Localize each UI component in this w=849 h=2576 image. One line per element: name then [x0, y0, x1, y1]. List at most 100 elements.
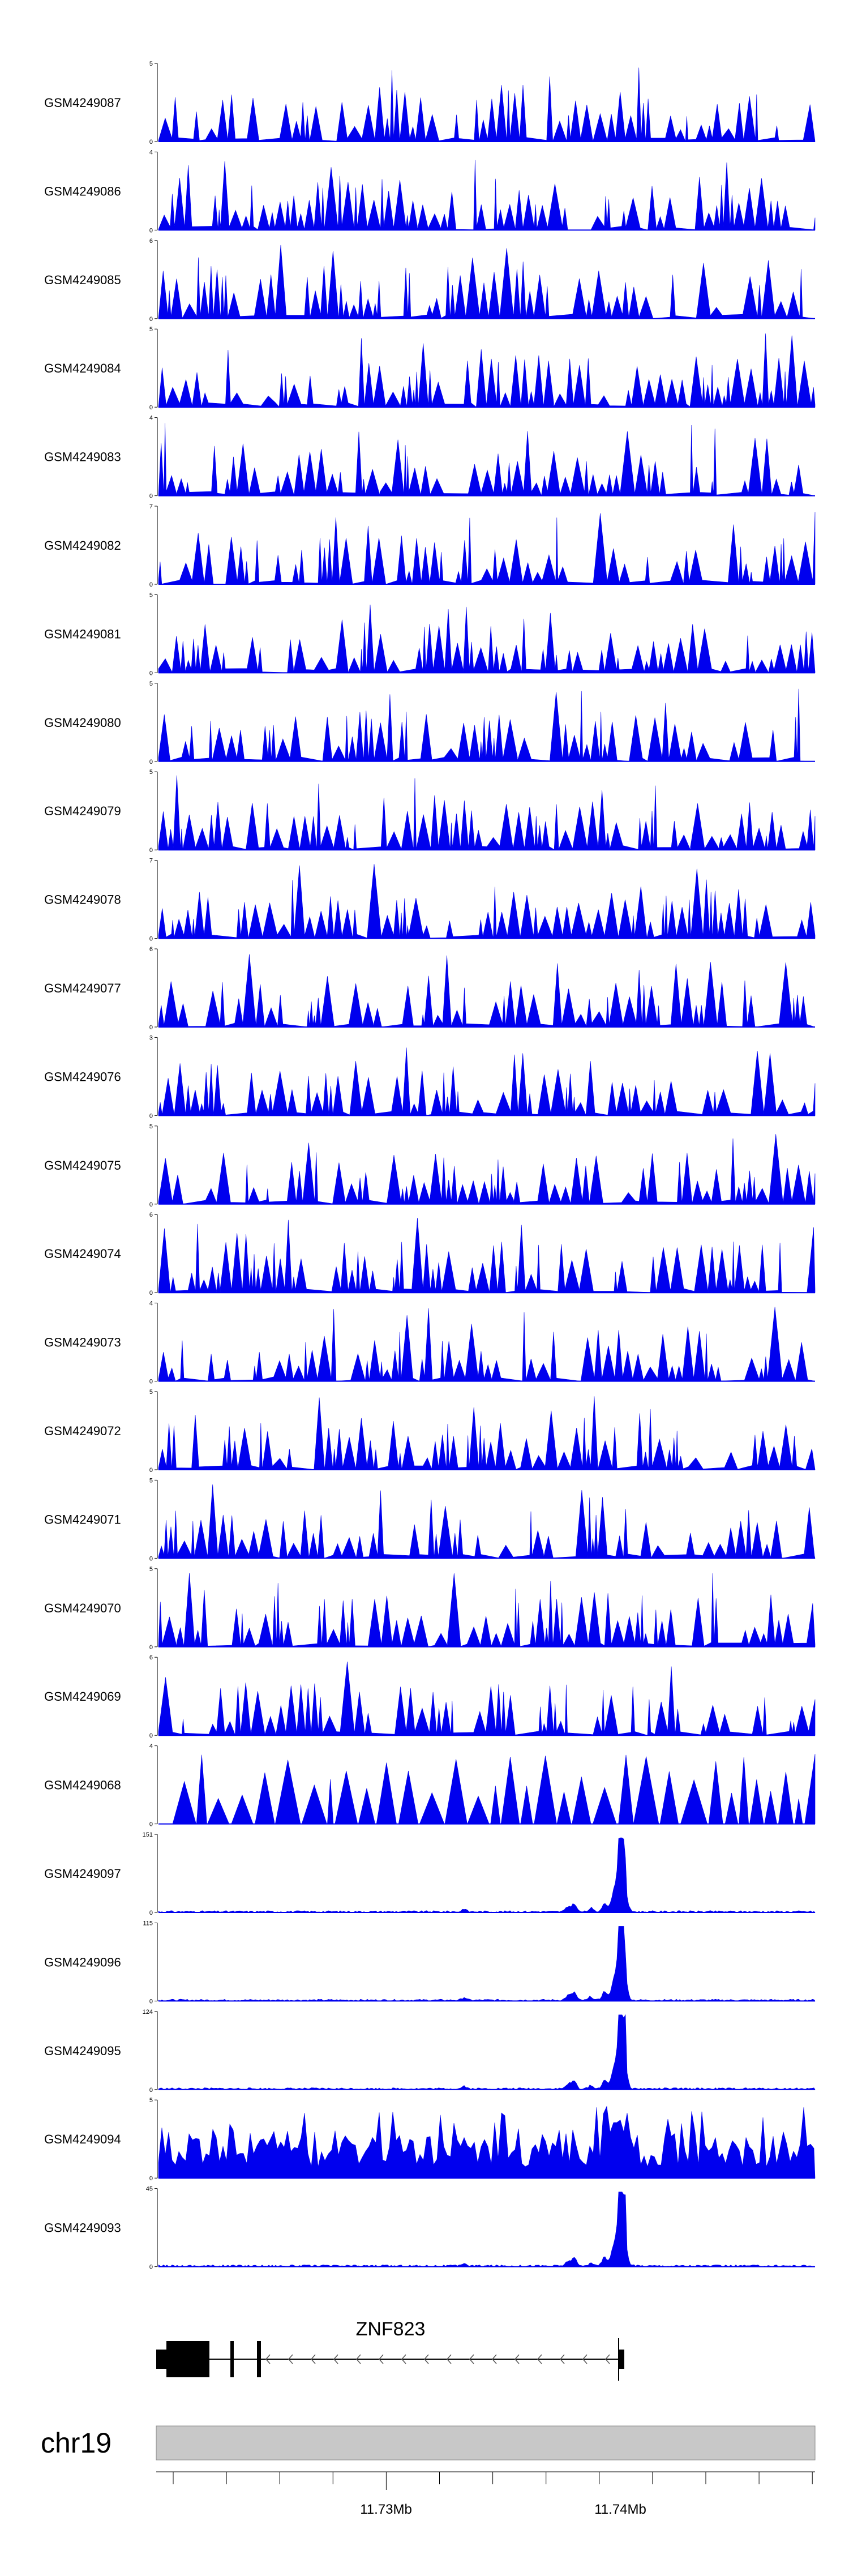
y-min-label: 0 [149, 2264, 153, 2271]
y-min-label: 0 [149, 759, 153, 765]
exon-block-large [166, 2341, 209, 2377]
y-min-label: 0 [149, 1201, 153, 1208]
y-max-label: 115 [143, 1920, 153, 1927]
signal-area [158, 1837, 816, 1913]
y-max-label: 5 [149, 1389, 153, 1396]
y-max-label: 124 [143, 2009, 153, 2016]
y-max-label: 4 [149, 149, 153, 156]
y-max-label: 45 [146, 2186, 153, 2193]
y-min-label: 0 [149, 227, 153, 234]
signal-area [158, 2192, 816, 2267]
track-gsm4249072: GSM4249072 5 0 [44, 1389, 816, 1474]
track-gsm4249084: GSM4249084 5 0 [44, 326, 816, 411]
track-gsm4249069: GSM4249069 6 0 [44, 1654, 816, 1739]
y-max-label: 4 [149, 1743, 153, 1750]
chevron-left-icon [605, 2354, 610, 2364]
track-name-label: GSM4249076 [44, 1069, 121, 1084]
chevron-left-icon [288, 2354, 293, 2364]
chevron-left-icon [379, 2354, 384, 2364]
signal-area [158, 1047, 816, 1116]
track-gsm4249073: GSM4249073 4 0 [44, 1300, 816, 1385]
track-name-label: GSM4249096 [44, 1955, 121, 1969]
track-name-label: GSM4249075 [44, 1158, 121, 1173]
track-name-label: GSM4249093 [44, 2221, 121, 2235]
signal-area [158, 1661, 816, 1736]
y-min-label: 0 [149, 936, 153, 943]
y-min-label: 0 [149, 316, 153, 323]
track-name-label: GSM4249081 [44, 627, 121, 641]
signal-area [158, 1484, 816, 1559]
track-name-label: GSM4249078 [44, 893, 121, 907]
track-name-label: GSM4249071 [44, 1512, 121, 1526]
track-name-label: GSM4249082 [44, 538, 121, 553]
signal-area [158, 954, 816, 1028]
track-gsm4249081: GSM4249081 5 0 [44, 592, 816, 677]
chevron-left-icon [447, 2354, 452, 2364]
signal-area [158, 333, 816, 408]
intron-direction-chevrons [265, 2354, 610, 2364]
gene-label: ZNF823 [356, 2318, 426, 2340]
y-min-label: 0 [149, 1732, 153, 1739]
signal-area [158, 864, 816, 939]
y-max-label: 5 [149, 592, 153, 598]
track-gsm4249068: GSM4249068 4 0 [44, 1743, 816, 1828]
track-gsm4249080: GSM4249080 5 0 [44, 681, 816, 765]
y-max-label: 4 [149, 1300, 153, 1307]
signal-area [158, 160, 816, 230]
y-min-label: 0 [149, 1379, 153, 1385]
signal-area [158, 1573, 816, 1648]
signal-area [158, 1396, 816, 1470]
y-min-label: 0 [149, 1290, 153, 1296]
signal-area [158, 2106, 816, 2179]
track-gsm4249078: GSM4249078 7 0 [44, 858, 816, 943]
track-gsm4249093: GSM4249093 45 0 [44, 2186, 816, 2271]
exon-block-thin-1 [230, 2341, 234, 2377]
y-max-label: 5 [149, 1477, 153, 1484]
y-max-label: 7 [149, 858, 153, 865]
y-min-label: 0 [149, 2175, 153, 2182]
y-min-label: 0 [149, 670, 153, 677]
track-gsm4249087: GSM4249087 5 0 [44, 61, 816, 146]
signal-area [158, 1218, 816, 1293]
track-name-label: GSM4249095 [44, 2044, 121, 2058]
track-name-label: GSM4249083 [44, 450, 121, 464]
axis-ticks [173, 2472, 813, 2490]
chevron-left-icon [311, 2354, 316, 2364]
signal-area [158, 512, 816, 585]
track-gsm4249094: GSM4249094 5 0 [44, 2097, 816, 2182]
y-max-label: 5 [149, 1566, 153, 1573]
track-gsm4249070: GSM4249070 5 0 [44, 1566, 816, 1651]
track-gsm4249086: GSM4249086 4 0 [44, 149, 816, 234]
y-max-label: 6 [149, 238, 153, 245]
y-max-label: 6 [149, 1212, 153, 1218]
y-max-label: 5 [149, 769, 153, 776]
y-max-label: 5 [149, 326, 153, 333]
track-name-label: GSM4249086 [44, 184, 121, 198]
track-gsm4249077: GSM4249077 6 0 [44, 946, 816, 1031]
signal-area [158, 1754, 816, 1824]
track-name-label: GSM4249073 [44, 1336, 121, 1350]
chevron-left-icon [424, 2354, 429, 2364]
y-min-label: 0 [149, 1910, 153, 1916]
y-max-label: 3 [149, 1034, 153, 1041]
track-name-label: GSM4249072 [44, 1424, 121, 1438]
chevron-left-icon [333, 2354, 338, 2364]
track-gsm4249095: GSM4249095 124 0 [44, 2009, 816, 2094]
y-min-label: 0 [149, 2087, 153, 2094]
signal-area [158, 2014, 816, 2090]
track-gsm4249071: GSM4249071 5 0 [44, 1477, 816, 1562]
track-name-label: GSM4249077 [44, 981, 121, 995]
chevron-left-icon [560, 2354, 565, 2364]
track-gsm4249097: GSM4249097 151 0 [44, 1832, 816, 1916]
signal-area [158, 423, 816, 496]
signal-area [158, 1134, 816, 1205]
y-max-label: 7 [149, 503, 153, 510]
y-min-label: 0 [149, 1555, 153, 1562]
track-name-label: GSM4249080 [44, 716, 121, 730]
exon-utr-block [156, 2350, 168, 2369]
signal-area [158, 67, 816, 142]
signal-area [158, 775, 816, 850]
track-gsm4249079: GSM4249079 5 0 [44, 769, 816, 854]
chromosome-ideogram: chr19 [41, 2425, 816, 2461]
